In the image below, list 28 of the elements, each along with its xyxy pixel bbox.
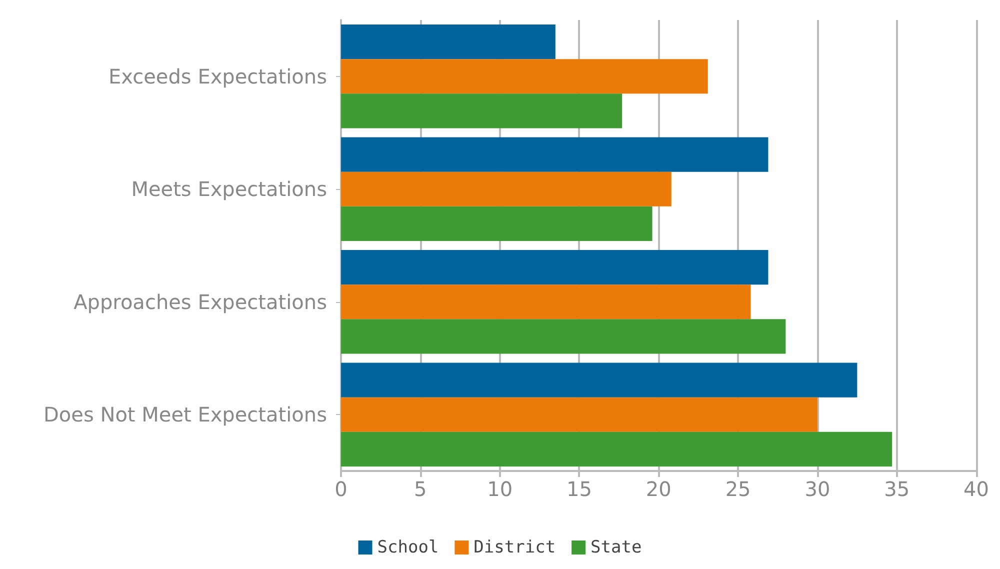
y-tick-label: Does Not Meet Expectations bbox=[44, 402, 327, 427]
x-tick-label: 25 bbox=[725, 477, 751, 501]
bar bbox=[341, 94, 622, 128]
bar bbox=[341, 137, 768, 172]
x-tick-label: 40 bbox=[964, 477, 989, 501]
x-tick-label: 5 bbox=[414, 477, 427, 501]
bar bbox=[341, 206, 652, 241]
x-tick-label: 35 bbox=[884, 477, 910, 501]
x-tick-label: 30 bbox=[804, 477, 830, 501]
legend-label: State bbox=[590, 538, 642, 558]
y-tick-label: Exceeds Expectations bbox=[108, 64, 327, 88]
x-tick-label: 0 bbox=[334, 477, 348, 501]
legend-label: District bbox=[474, 538, 556, 558]
bar bbox=[341, 362, 858, 398]
bar bbox=[341, 250, 768, 285]
bar bbox=[341, 59, 708, 94]
x-tick-label: 15 bbox=[566, 477, 592, 501]
bar bbox=[341, 432, 892, 466]
x-tick-label: 20 bbox=[646, 477, 672, 501]
bar bbox=[341, 319, 786, 354]
y-tick-label: Approaches Expectations bbox=[74, 290, 327, 314]
bar bbox=[341, 172, 672, 206]
legend-label: School bbox=[377, 538, 439, 558]
x-tick-label: 10 bbox=[487, 477, 513, 501]
y-tick-label: Meets Expectations bbox=[131, 177, 327, 202]
bar bbox=[341, 284, 751, 320]
bar bbox=[341, 397, 818, 432]
bar bbox=[341, 24, 556, 60]
